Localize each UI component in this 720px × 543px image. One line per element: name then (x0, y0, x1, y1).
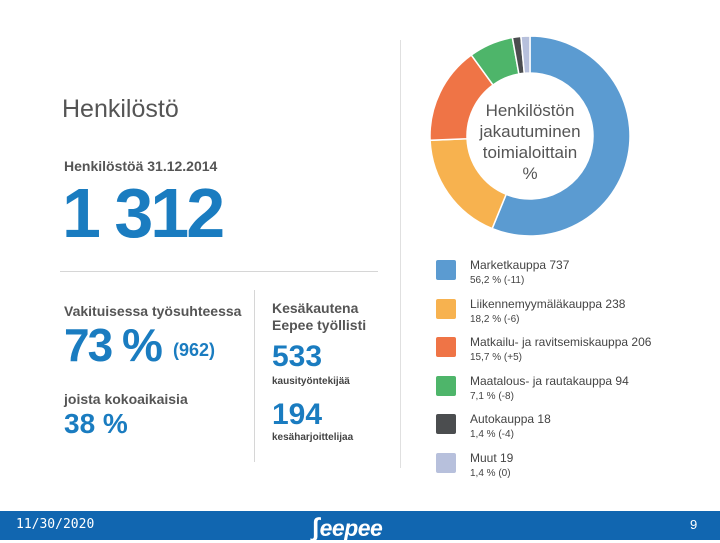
trainees-label: kesäharjoittelijaa (272, 432, 354, 443)
fulltime-label: joista kokoaikaisia (64, 391, 188, 407)
divider-vertical-left (254, 290, 255, 462)
donut-center-line: toimialoittain (482, 143, 578, 162)
donut-center-label: Henkilöstön jakautuminen toimialoittain … (470, 100, 590, 184)
logo-text: eepee (319, 515, 383, 541)
seasonal-value: 533 (272, 340, 323, 373)
legend-item-autokauppa: Autokauppa 18 1,4 % (-4) (436, 412, 706, 451)
legend-swatch (436, 375, 456, 396)
legend-swatch (436, 260, 456, 280)
legend-swatch (436, 337, 456, 357)
fulltime-percent: 38 % (64, 408, 128, 439)
legend-detail: 56,2 % (-11) (470, 275, 525, 286)
page-title: Henkilöstö (62, 95, 179, 123)
legend-title: Liikennemyymäläkauppa 238 (470, 296, 626, 311)
divider-vertical-right (400, 40, 401, 468)
footer-date: 11/30/2020 (16, 517, 95, 532)
headcount-label: Henkilöstöä 31.12.2014 (64, 158, 218, 174)
legend-detail: 1,4 % (0) (470, 467, 511, 479)
legend-item-matkailu: Matkailu- ja ravitsemiskauppa 206 15,7 %… (436, 335, 706, 374)
legend-title: Maatalous- ja rautakauppa 94 (470, 373, 629, 388)
legend-detail: 18,2 % (-6) (470, 313, 520, 325)
legend-item-marketkauppa: Marketkauppa 737 56,2 % (-11) (436, 258, 706, 297)
permanent-count: (962) (173, 340, 216, 360)
legend-item-maatalous: Maatalous- ja rautakauppa 94 7,1 % (-8) (436, 374, 706, 413)
legend-title: Marketkauppa 737 (470, 258, 570, 272)
chart-legend: Marketkauppa 737 56,2 % (-11) Liikennemy… (436, 258, 706, 489)
legend-swatch (436, 298, 456, 319)
donut-slice (491, 35, 631, 237)
donut-center-line: jakautuminen (479, 122, 581, 141)
page-number: 9 (690, 517, 698, 532)
summer-label-line2: Eepee työllisti (272, 317, 367, 333)
legend-detail: 1,4 % (-4) (470, 429, 514, 440)
logo-s-glyph: ∫ (312, 512, 319, 542)
summer-label-line1: Kesäkautena (272, 300, 359, 316)
legend-item-muut: Muut 19 1,4 % (0) (436, 451, 706, 490)
donut-slice (520, 35, 531, 75)
permanent-percent: 73 % (64, 319, 163, 371)
trainees-value: 194 (272, 398, 323, 431)
donut-center-line: Henkilöstön (485, 101, 575, 120)
brand-logo: ∫eepee (312, 512, 383, 543)
legend-title: Autokauppa 18 (470, 412, 551, 426)
legend-title: Matkailu- ja ravitsemiskauppa 206 (470, 335, 652, 349)
legend-detail: 7,1 % (-8) (470, 390, 514, 402)
seasonal-label: kausityöntekijää (272, 376, 350, 387)
donut-center-line: % (522, 164, 538, 183)
legend-title: Muut 19 (470, 450, 514, 465)
footer-bar (0, 511, 720, 540)
permanent-label: Vakituisessa työsuhteessa (64, 303, 242, 319)
divider-horizontal (60, 271, 378, 272)
legend-swatch (436, 414, 456, 434)
headcount-value: 1 312 (62, 174, 225, 252)
legend-item-liikennemyymalakauppa: Liikennemyymäläkauppa 238 18,2 % (-6) (436, 297, 706, 336)
legend-detail: 15,7 % (+5) (470, 352, 522, 363)
donut-chart (429, 35, 631, 237)
legend-swatch (436, 452, 456, 473)
